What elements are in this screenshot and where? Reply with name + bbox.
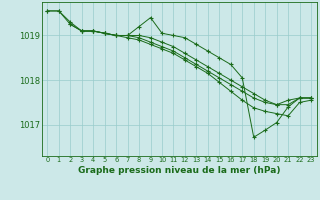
- X-axis label: Graphe pression niveau de la mer (hPa): Graphe pression niveau de la mer (hPa): [78, 166, 280, 175]
